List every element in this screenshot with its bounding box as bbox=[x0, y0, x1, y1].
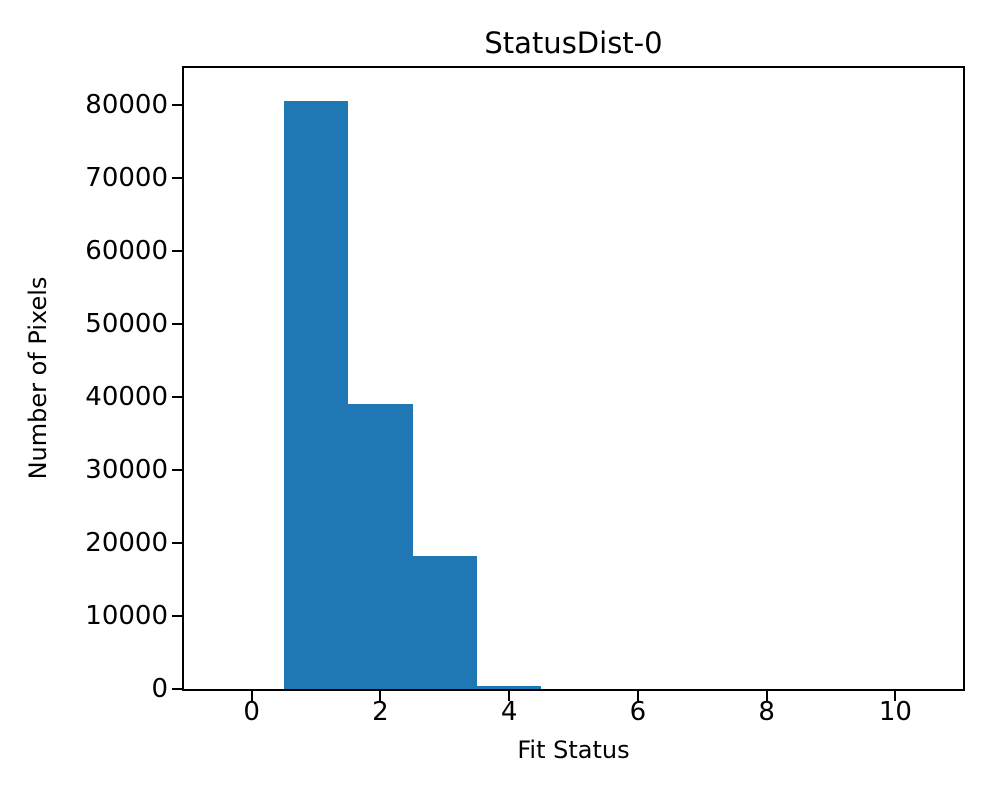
x-tick-mark bbox=[250, 691, 253, 701]
x-tick-label: 0 bbox=[243, 697, 260, 727]
y-tick-label: 80000 bbox=[85, 89, 168, 120]
x-tick-mark bbox=[765, 691, 768, 701]
y-tick-mark bbox=[172, 249, 182, 252]
y-tick-label: 50000 bbox=[85, 308, 168, 339]
y-tick-label: 40000 bbox=[85, 381, 168, 412]
x-tick-label: 8 bbox=[758, 697, 775, 727]
y-tick-mark bbox=[172, 468, 182, 471]
y-tick-label: 60000 bbox=[85, 235, 168, 266]
y-tick-mark bbox=[172, 541, 182, 544]
x-tick-mark bbox=[894, 691, 897, 701]
x-axis-label: Fit Status bbox=[517, 736, 630, 764]
y-tick-label: 20000 bbox=[85, 527, 168, 558]
y-tick-mark bbox=[172, 614, 182, 617]
y-tick-mark bbox=[172, 395, 182, 398]
y-tick-mark bbox=[172, 688, 182, 690]
y-tick-label: 10000 bbox=[85, 600, 168, 631]
x-tick-label: 2 bbox=[372, 697, 389, 727]
histogram-bar bbox=[476, 686, 542, 689]
y-tick-mark bbox=[172, 322, 182, 325]
y-tick-mark bbox=[172, 103, 182, 106]
x-tick-mark bbox=[379, 691, 382, 701]
y-tick-label: 0 bbox=[151, 674, 168, 704]
histogram-bar bbox=[348, 404, 413, 689]
x-tick-label: 6 bbox=[629, 697, 647, 727]
histogram-bar bbox=[283, 100, 349, 689]
histogram-bar bbox=[412, 556, 477, 689]
y-tick-label: 70000 bbox=[85, 162, 168, 193]
y-axis-label: Number of Pixels bbox=[24, 276, 52, 480]
y-tick-label: 30000 bbox=[85, 454, 168, 485]
y-tick-mark bbox=[172, 176, 182, 179]
chart-title: StatusDist-0 bbox=[484, 26, 663, 60]
x-tick-label: 4 bbox=[500, 697, 518, 727]
plot-area: 0 2 4 6 8 10 0 10000 20000 30000 40000 50000 60000 70… bbox=[85, 66, 965, 725]
x-tick-mark bbox=[636, 691, 639, 701]
x-tick-label: 10 bbox=[878, 697, 912, 727]
x-tick-mark bbox=[508, 691, 511, 701]
